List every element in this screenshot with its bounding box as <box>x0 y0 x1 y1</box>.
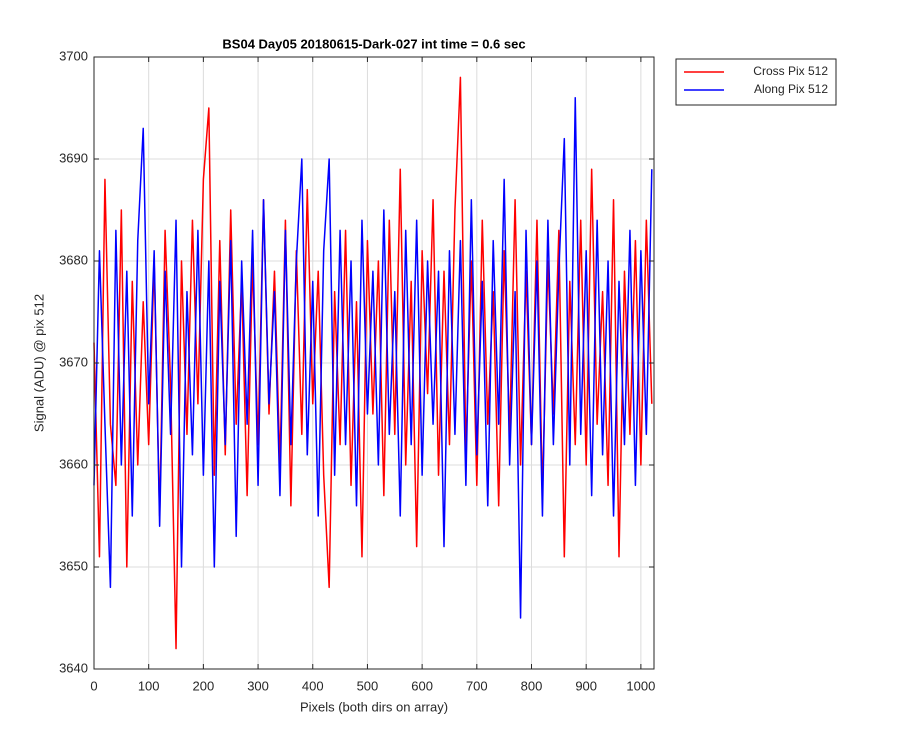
y-tick-label: 3670 <box>59 354 88 369</box>
x-tick-label: 100 <box>138 678 160 693</box>
series-line <box>93 97 653 619</box>
series-line <box>93 76 653 650</box>
x-axis-label: Pixels (both dirs on array) <box>300 699 448 714</box>
x-tick-label: 400 <box>302 678 324 693</box>
y-tick-label: 3640 <box>59 660 88 675</box>
legend-label: Along Pix 512 <box>754 82 828 96</box>
y-tick-label: 3680 <box>59 252 88 267</box>
y-axis-label: Signal (ADU) @ pix 512 <box>31 294 46 432</box>
y-tick-label: 3700 <box>59 48 88 63</box>
ticks: 3640 3650 3660 3670 3680 3690 3700 0 100 200 300 40… <box>59 48 655 693</box>
legend-box <box>675 58 837 106</box>
x-tick-label: 200 <box>193 678 215 693</box>
x-tick-label: 500 <box>357 678 379 693</box>
x-tick-label: 300 <box>247 678 269 693</box>
y-tick-label: 3690 <box>59 150 88 165</box>
chart-title: BS04 Day05 20180615-Dark-027 int time = … <box>222 36 525 51</box>
x-tick-label: 1000 <box>626 678 655 693</box>
legend-label: Cross Pix 512 <box>753 64 828 78</box>
y-tick-label: 3660 <box>59 456 88 471</box>
x-tick-label: 700 <box>466 678 488 693</box>
lines <box>93 76 653 650</box>
x-tick-label: 0 <box>90 678 97 693</box>
x-tick-label: 800 <box>521 678 543 693</box>
x-tick-label: 900 <box>575 678 597 693</box>
y-tick-label: 3650 <box>59 558 88 573</box>
x-tick-label: 600 <box>411 678 433 693</box>
legend: Cross Pix 512 Along Pix 512 <box>675 58 837 106</box>
